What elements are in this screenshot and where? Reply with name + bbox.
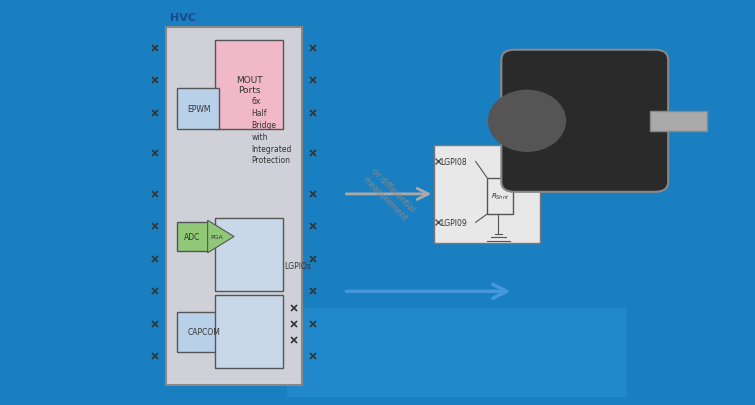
Text: 6x
Half
Bridge
with
Integrated
Protection: 6x Half Bridge with Integrated Protectio… — [251, 97, 291, 165]
Text: EPWM: EPWM — [186, 105, 211, 114]
Text: ADC: ADC — [184, 232, 201, 241]
FancyBboxPatch shape — [166, 28, 302, 385]
Text: LGPIOs: LGPIOs — [285, 262, 312, 271]
Text: PGA: PGA — [211, 234, 223, 239]
Text: $R_{Shnt}$: $R_{Shnt}$ — [491, 191, 510, 202]
Text: CAPCOM: CAPCOM — [187, 328, 220, 337]
Text: or differential
measurement: or differential measurement — [361, 166, 417, 222]
Text: MOUT
Ports: MOUT Ports — [236, 75, 263, 95]
Circle shape — [488, 91, 565, 152]
Text: LGPI08: LGPI08 — [440, 158, 467, 166]
FancyBboxPatch shape — [177, 223, 208, 251]
Text: HVC: HVC — [170, 13, 196, 23]
Text: LGPI09: LGPI09 — [440, 218, 467, 227]
FancyBboxPatch shape — [287, 308, 627, 397]
FancyBboxPatch shape — [501, 51, 668, 192]
FancyBboxPatch shape — [215, 40, 283, 130]
FancyBboxPatch shape — [177, 312, 230, 352]
FancyBboxPatch shape — [650, 111, 707, 132]
FancyBboxPatch shape — [215, 219, 283, 292]
FancyBboxPatch shape — [487, 178, 513, 215]
Polygon shape — [208, 221, 234, 253]
FancyBboxPatch shape — [215, 296, 283, 369]
FancyBboxPatch shape — [177, 89, 219, 130]
FancyBboxPatch shape — [434, 146, 540, 243]
